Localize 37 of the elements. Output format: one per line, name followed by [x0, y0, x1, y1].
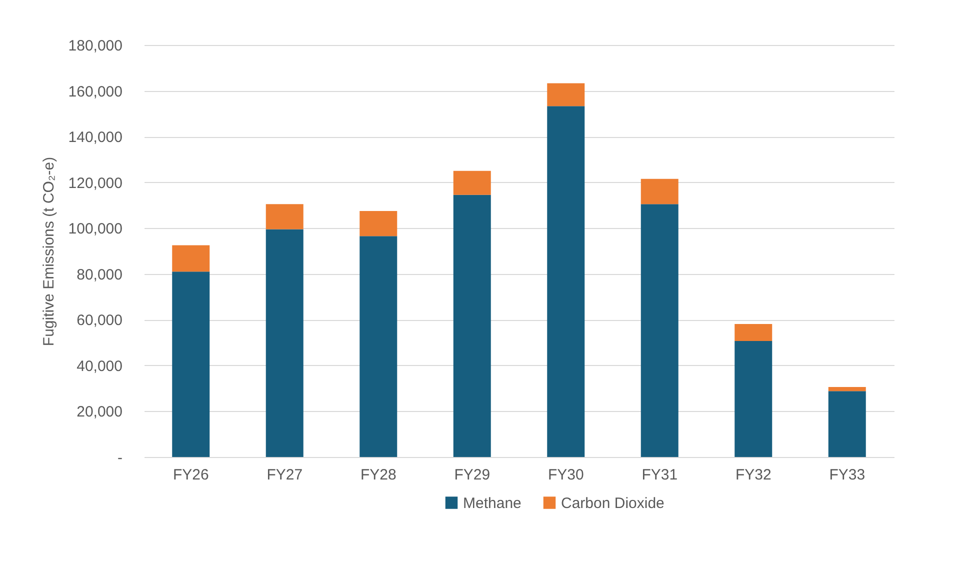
- legend-label: Methane: [463, 494, 522, 512]
- bar: [828, 391, 866, 457]
- x-tick-label: FY30: [548, 466, 584, 484]
- bar: [172, 272, 210, 457]
- bar: [734, 340, 772, 457]
- y-tick-label: 100,000: [68, 220, 122, 238]
- bar: [453, 194, 491, 457]
- x-tick-label: FY31: [642, 466, 678, 484]
- x-tick-label: FY27: [266, 466, 303, 484]
- bar: [453, 170, 491, 195]
- bar: [266, 204, 304, 230]
- legend-label: Carbon Dioxide: [561, 494, 664, 512]
- y-tick-label: 20,000: [76, 404, 122, 421]
- bar: [640, 204, 678, 457]
- bar: [266, 229, 304, 457]
- x-tick-label: FY28: [360, 466, 396, 484]
- bar: [828, 386, 866, 392]
- bar: [547, 83, 585, 106]
- x-tick-label: FY32: [735, 466, 772, 484]
- x-tick-label: FY29: [454, 466, 490, 484]
- bar: [640, 178, 678, 204]
- y-tick-label: 120,000: [68, 174, 122, 192]
- bar: [360, 236, 398, 457]
- bar: [172, 245, 210, 272]
- bar: [547, 106, 585, 457]
- y-tick-label: 140,000: [68, 129, 122, 146]
- y-tick-label: -: [118, 450, 122, 466]
- y-tick-label: 60,000: [76, 312, 122, 330]
- y-tick-label: 80,000: [76, 266, 122, 284]
- y-tick-label: 180,000: [68, 38, 122, 54]
- bar: [734, 324, 772, 341]
- y-axis-title: Fugitive Emissions (t CO₂-e): [40, 156, 58, 346]
- x-tick-label: FY33: [829, 466, 866, 484]
- bar: [360, 210, 398, 236]
- y-tick-label: 160,000: [68, 83, 122, 100]
- x-tick-label: FY26: [172, 466, 209, 484]
- y-tick-label: 40,000: [76, 358, 122, 375]
